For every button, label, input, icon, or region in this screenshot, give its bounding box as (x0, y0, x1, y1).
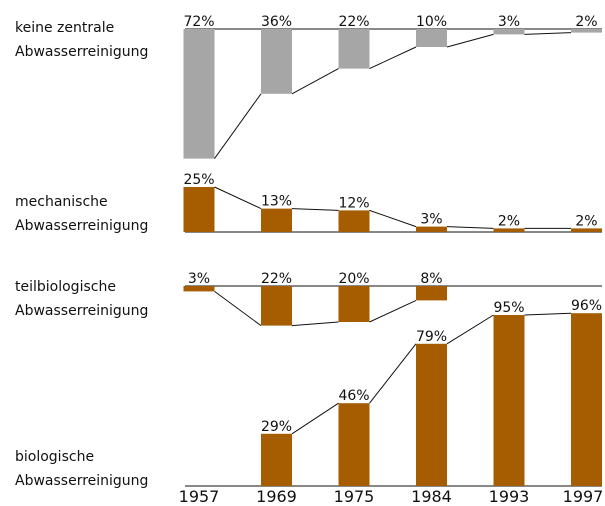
x-tick-label: 1957 (179, 487, 220, 506)
value-label: 8% (420, 271, 442, 287)
value-label: 22% (261, 271, 292, 287)
bar (493, 315, 525, 486)
value-label: 12% (338, 195, 369, 211)
connector (369, 209, 417, 228)
bar (261, 208, 292, 232)
bar (338, 210, 370, 232)
bar (416, 29, 447, 47)
x-tick-label: 1993 (489, 487, 530, 506)
series-label: teilbiologische Abwasserreinigung (15, 279, 149, 319)
bar (261, 433, 292, 486)
bar (416, 286, 447, 301)
bar (261, 29, 292, 94)
value-label: 72% (183, 14, 214, 30)
bar (338, 29, 370, 69)
bar (571, 29, 602, 33)
connector (524, 32, 572, 35)
connector (214, 186, 262, 210)
connector (369, 46, 417, 70)
connector (214, 290, 262, 327)
connector (369, 343, 417, 404)
value-label: 2% (575, 14, 597, 30)
connector (291, 68, 339, 95)
value-label: 46% (338, 388, 369, 404)
bar (571, 313, 602, 486)
connector (291, 208, 339, 211)
bar (183, 29, 215, 159)
series-label: biologische Abwasserreinigung (15, 449, 149, 489)
x-tick-label: 1969 (256, 487, 297, 506)
value-label: 79% (416, 329, 447, 345)
bar (338, 286, 370, 322)
value-label: 2% (575, 213, 597, 229)
connector (214, 93, 262, 159)
value-label: 29% (261, 419, 292, 435)
value-label: 3% (498, 14, 520, 30)
series-label: mechanische Abwasserreinigung (15, 194, 149, 234)
bar (183, 286, 215, 292)
value-label: 20% (338, 271, 369, 287)
value-label: 22% (338, 14, 369, 30)
value-label: 3% (420, 212, 442, 228)
bar (493, 228, 525, 232)
series-label: keine zentrale Abwasserreinigung (15, 20, 149, 60)
connector (369, 299, 417, 323)
connector (524, 312, 572, 316)
value-label: 36% (261, 14, 292, 30)
value-label: 3% (188, 271, 210, 287)
value-label: 25% (183, 172, 214, 188)
connector (446, 314, 494, 345)
value-label: 13% (261, 194, 292, 210)
connector (446, 226, 494, 229)
bar (183, 187, 215, 232)
x-tick-label: 1984 (411, 487, 452, 506)
bar (261, 286, 292, 326)
bar (571, 228, 602, 232)
connector (291, 402, 339, 435)
value-label: 2% (498, 213, 520, 229)
connector (291, 321, 339, 327)
x-tick-label: 1975 (334, 487, 375, 506)
value-label: 96% (571, 298, 602, 314)
bar (338, 403, 370, 486)
bar (493, 29, 525, 35)
value-label: 10% (416, 14, 447, 30)
bar (416, 226, 447, 232)
bar (416, 343, 447, 486)
value-label: 95% (493, 300, 524, 316)
x-tick-label: 1997 (563, 487, 604, 506)
connector (446, 33, 494, 48)
